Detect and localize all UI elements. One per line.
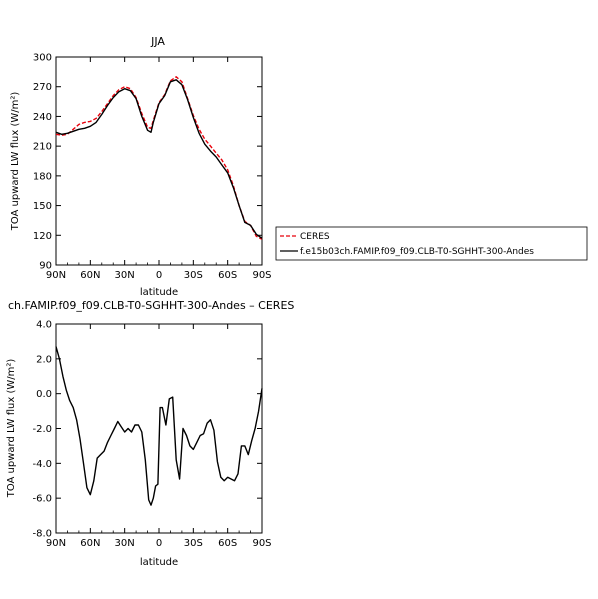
top-series-line-0 xyxy=(55,76,263,240)
bottom-series-lines xyxy=(55,346,263,506)
bottom-title: ch.FAMIP.f09_f09.CLB-T0-SGHHT-300-Andes … xyxy=(8,299,294,312)
bottom-y-tick-label: -6.0 xyxy=(32,494,52,505)
top-series-line-1 xyxy=(55,79,263,239)
top-y-tick-label: 180 xyxy=(33,171,52,182)
top-y-tick-label: 270 xyxy=(33,82,52,93)
top-x-tick-label: 90N xyxy=(46,270,66,281)
bottom-y-axis-label: TOA upward LW flux (W/m²) xyxy=(6,359,17,499)
legend-box xyxy=(275,226,588,261)
bottom-axis-ticks: 90N 60N 30N 0 30S 60S 90S -8.0 -6.0 -4.0 -2.0 0.0 2.… xyxy=(32,320,271,550)
top-y-tick-label: 120 xyxy=(33,231,52,242)
top-y-tick-label: 150 xyxy=(33,201,52,212)
top-axis-ticks: 90N 60N 30N 0 30S 60S 90S 90 120 150 180 210 240 270 3… xyxy=(33,53,272,282)
top-title: JJA xyxy=(150,35,165,48)
bottom-x-tick-label: 60N xyxy=(80,538,100,549)
bottom-x-tick-label: 30S xyxy=(184,538,203,549)
bottom-x-tick-label: 90N xyxy=(46,538,66,549)
bottom-y-tick-label: -4.0 xyxy=(32,459,52,470)
bottom-x-tick-label: 90S xyxy=(252,538,271,549)
top-y-tick-label: 210 xyxy=(33,142,52,153)
top-y-tick-label: 90 xyxy=(39,261,52,272)
legend-label-ceres: CERES xyxy=(300,232,330,242)
top-y-axis-label: TOA upward LW flux (W/m²) xyxy=(10,92,21,232)
top-x-tick-label: 60S xyxy=(218,270,237,281)
top-legend: CERES f.e15b03ch.FAMIP.f09_f09.CLB-T0-SG… xyxy=(275,226,588,261)
top-y-tick-label: 240 xyxy=(33,112,52,123)
top-x-tick-label: 30S xyxy=(184,270,203,281)
top-x-tick-label: 90S xyxy=(252,270,271,281)
bottom-y-tick-label: 0.0 xyxy=(36,389,52,400)
bottom-panel: ch.FAMIP.f09_f09.CLB-T0-SGHHT-300-Andes … xyxy=(6,299,294,568)
top-x-tick-label: 0 xyxy=(156,270,162,281)
bottom-series-line-0 xyxy=(55,346,263,506)
bottom-x-tick-label: 0 xyxy=(156,538,162,549)
bottom-x-tick-label: 30N xyxy=(115,538,135,549)
bottom-x-axis-label: latitude xyxy=(140,557,178,568)
top-y-tick-label: 300 xyxy=(33,53,52,64)
top-x-axis-label: latitude xyxy=(140,287,178,298)
top-plot-frame xyxy=(55,56,263,266)
top-series-lines xyxy=(55,76,263,240)
bottom-y-tick-label: 2.0 xyxy=(36,354,52,365)
bottom-y-tick-label: 4.0 xyxy=(36,320,52,331)
top-x-tick-label: 60N xyxy=(80,270,100,281)
top-panel: JJA 90N 60N 30N 0 30S 60S 90S 90 120 150 180 210 240… xyxy=(10,35,588,298)
top-x-tick-label: 30N xyxy=(115,270,135,281)
bottom-y-tick-label: -8.0 xyxy=(32,529,52,540)
bottom-x-tick-label: 60S xyxy=(218,538,237,549)
legend-label-model: f.e15b03ch.FAMIP.f09_f09.CLB-T0-SGHHT-30… xyxy=(300,247,534,257)
bottom-y-tick-label: -2.0 xyxy=(32,424,52,435)
